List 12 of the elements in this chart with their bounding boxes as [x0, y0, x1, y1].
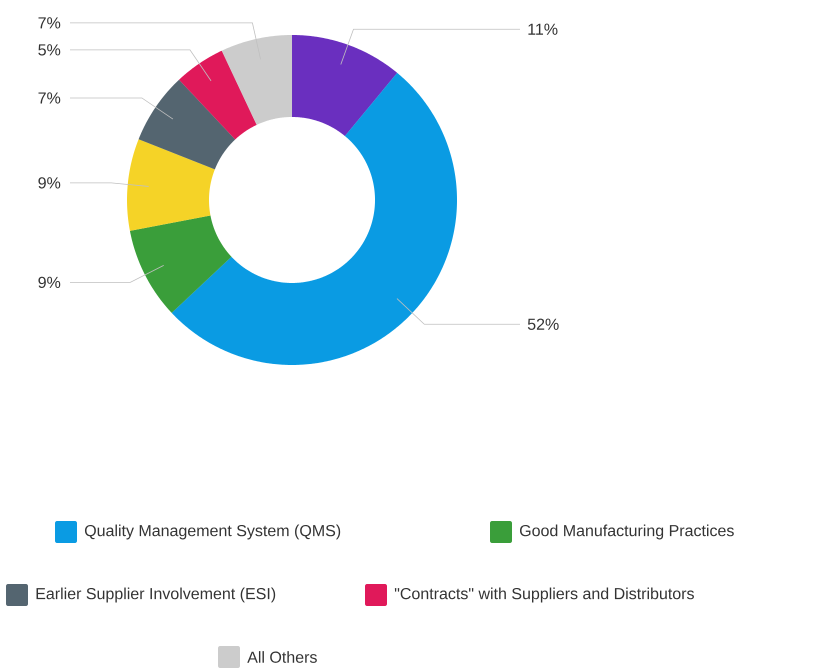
data-label: 7% — [38, 92, 60, 104]
data-label: 9% — [38, 177, 60, 189]
legend-label: "Contracts" with Suppliers and Distributors — [394, 588, 694, 602]
data-label: 5% — [38, 44, 60, 56]
data-label: 9% — [38, 276, 60, 288]
data-label: 52% — [528, 318, 559, 330]
legend-label: Quality Management System (QMS) — [84, 524, 340, 540]
legend-label: Good Manufacturing Practices — [520, 524, 734, 540]
legend-label: All Others — [247, 651, 317, 663]
data-label: 7% — [38, 17, 60, 28]
legend-label: Earlier Supplier Involvement (ESI) — [36, 588, 276, 602]
data-label: 11% — [528, 24, 558, 35]
